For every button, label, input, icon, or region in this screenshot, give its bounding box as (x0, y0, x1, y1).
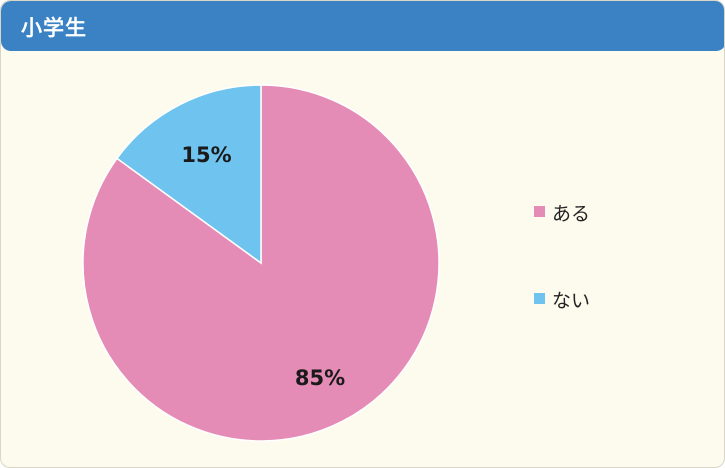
legend-swatch-nai (534, 293, 545, 304)
pie-data-label-1: 15% (181, 143, 231, 167)
legend-swatch-aru (534, 206, 545, 217)
pie-slice-1 (115, 84, 262, 265)
legend-label-aru: ある (552, 203, 591, 225)
pie-data-label-0: 85% (295, 366, 345, 390)
header-bar: 小学生 (1, 1, 724, 51)
pie-slice-0 (82, 84, 440, 442)
legend-label-nai: ない (552, 290, 591, 312)
chart-title: 小学生 (21, 16, 87, 40)
